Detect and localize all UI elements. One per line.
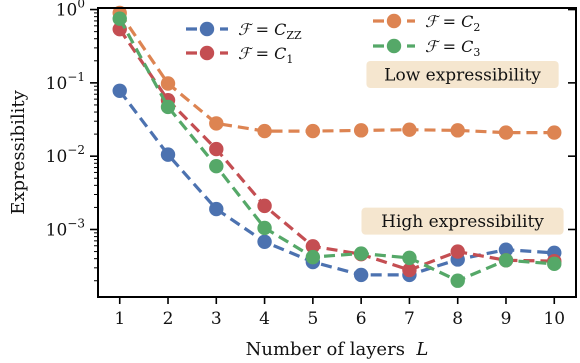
legend-label: ℱ = C3 xyxy=(425,37,480,59)
data-point xyxy=(450,123,465,138)
data-point xyxy=(353,267,369,283)
data-point xyxy=(547,125,562,140)
x-tick-label: 7 xyxy=(404,309,415,329)
legend-label-subscript: 1 xyxy=(286,53,293,66)
data-point xyxy=(305,249,321,265)
data-point xyxy=(498,242,514,257)
legend-label-text: ℱ = C xyxy=(425,12,473,31)
x-axis-label-text: Number of layers xyxy=(246,339,411,360)
data-point xyxy=(547,256,562,272)
data-point xyxy=(209,201,224,217)
data-point xyxy=(209,116,224,131)
series-c-3 xyxy=(112,11,562,288)
y-axis-label: Expressibility xyxy=(8,89,29,214)
data-point xyxy=(209,158,224,174)
data-point xyxy=(402,250,417,266)
data-point xyxy=(160,147,176,162)
y-tick-exponent: 0 xyxy=(77,0,85,11)
legend-marker xyxy=(199,21,215,37)
x-tick-label: 3 xyxy=(211,309,222,329)
legend-label-text: ℱ = C xyxy=(238,20,286,39)
data-point xyxy=(305,123,321,139)
y-tick-exponent: −3 xyxy=(67,216,85,230)
legend-marker xyxy=(386,38,402,54)
series-line xyxy=(118,17,555,283)
annotation-layer: Low expressibility High expressibility xyxy=(361,61,564,235)
data-point xyxy=(209,141,224,157)
x-tick-label: 5 xyxy=(307,309,318,329)
y-tick-base: 10 xyxy=(46,74,68,94)
y-tick-label: 10−3 xyxy=(46,216,85,240)
x-tick-label: 2 xyxy=(163,309,174,329)
series-line xyxy=(118,11,555,135)
x-tick-label: 8 xyxy=(452,309,463,329)
data-point xyxy=(353,123,369,138)
legend-label-subscript: 3 xyxy=(473,46,480,59)
data-point xyxy=(498,125,514,140)
legend-item-c-3: ℱ = C3 xyxy=(373,37,480,59)
x-tick-label: 9 xyxy=(501,309,512,329)
data-point xyxy=(160,99,176,115)
legend-label-subscript: 2 xyxy=(473,21,480,34)
data-point xyxy=(160,76,176,91)
y-tick-label: 100 xyxy=(56,0,85,21)
series-layer xyxy=(112,5,562,288)
y-tick-label: 10−1 xyxy=(46,70,85,94)
annotation-box xyxy=(366,61,559,89)
data-point xyxy=(450,273,465,288)
data-point xyxy=(257,198,272,214)
data-point xyxy=(353,246,369,261)
y-tick-base: 10 xyxy=(46,220,68,240)
data-point xyxy=(498,253,514,268)
y-tick-base: 10 xyxy=(46,147,68,167)
y-tick-exponent: −2 xyxy=(67,143,85,157)
legend-item-c-zz: ℱ = CZZ xyxy=(186,20,302,42)
data-point xyxy=(112,11,127,26)
y-tick-label: 10−2 xyxy=(46,143,85,167)
series-c-1 xyxy=(112,21,562,278)
annotation-box xyxy=(361,207,564,235)
x-tick-label: 1 xyxy=(114,309,125,329)
data-point xyxy=(257,123,272,139)
annotation-label: Low expressibility xyxy=(384,66,541,86)
legend-label: ℱ = C2 xyxy=(425,12,480,34)
x-axis-label-variable: L xyxy=(411,339,429,360)
legend-item-c-1: ℱ = C1 xyxy=(186,44,293,66)
series-line xyxy=(118,28,555,272)
legend-label-text: ℱ = C xyxy=(425,37,473,56)
x-tick-label: 10 xyxy=(543,309,565,329)
legend-label-subscript: ZZ xyxy=(286,29,302,42)
data-point xyxy=(257,220,272,236)
y-tick-exponent: −1 xyxy=(67,70,85,84)
series-c-2 xyxy=(112,5,562,140)
data-point xyxy=(305,239,321,254)
legend-marker xyxy=(386,13,402,29)
plot-frame xyxy=(97,7,577,298)
annotation-label: High expressibility xyxy=(381,212,544,232)
legend-label: ℱ = CZZ xyxy=(238,20,302,42)
x-tick-label: 6 xyxy=(356,309,367,329)
data-point xyxy=(450,244,465,259)
x-axis-label: Number of layers L xyxy=(246,339,429,360)
legend-label-text: ℱ = C xyxy=(238,44,286,63)
data-point xyxy=(112,83,127,98)
x-tick-label: 4 xyxy=(259,309,270,329)
legend-marker xyxy=(199,45,215,61)
legend-label: ℱ = C1 xyxy=(238,44,293,66)
y-tick-base: 10 xyxy=(56,1,78,21)
data-point xyxy=(402,122,417,137)
data-point xyxy=(257,234,272,249)
legend-item-c-2: ℱ = C2 xyxy=(373,12,480,34)
data-point xyxy=(402,262,417,278)
